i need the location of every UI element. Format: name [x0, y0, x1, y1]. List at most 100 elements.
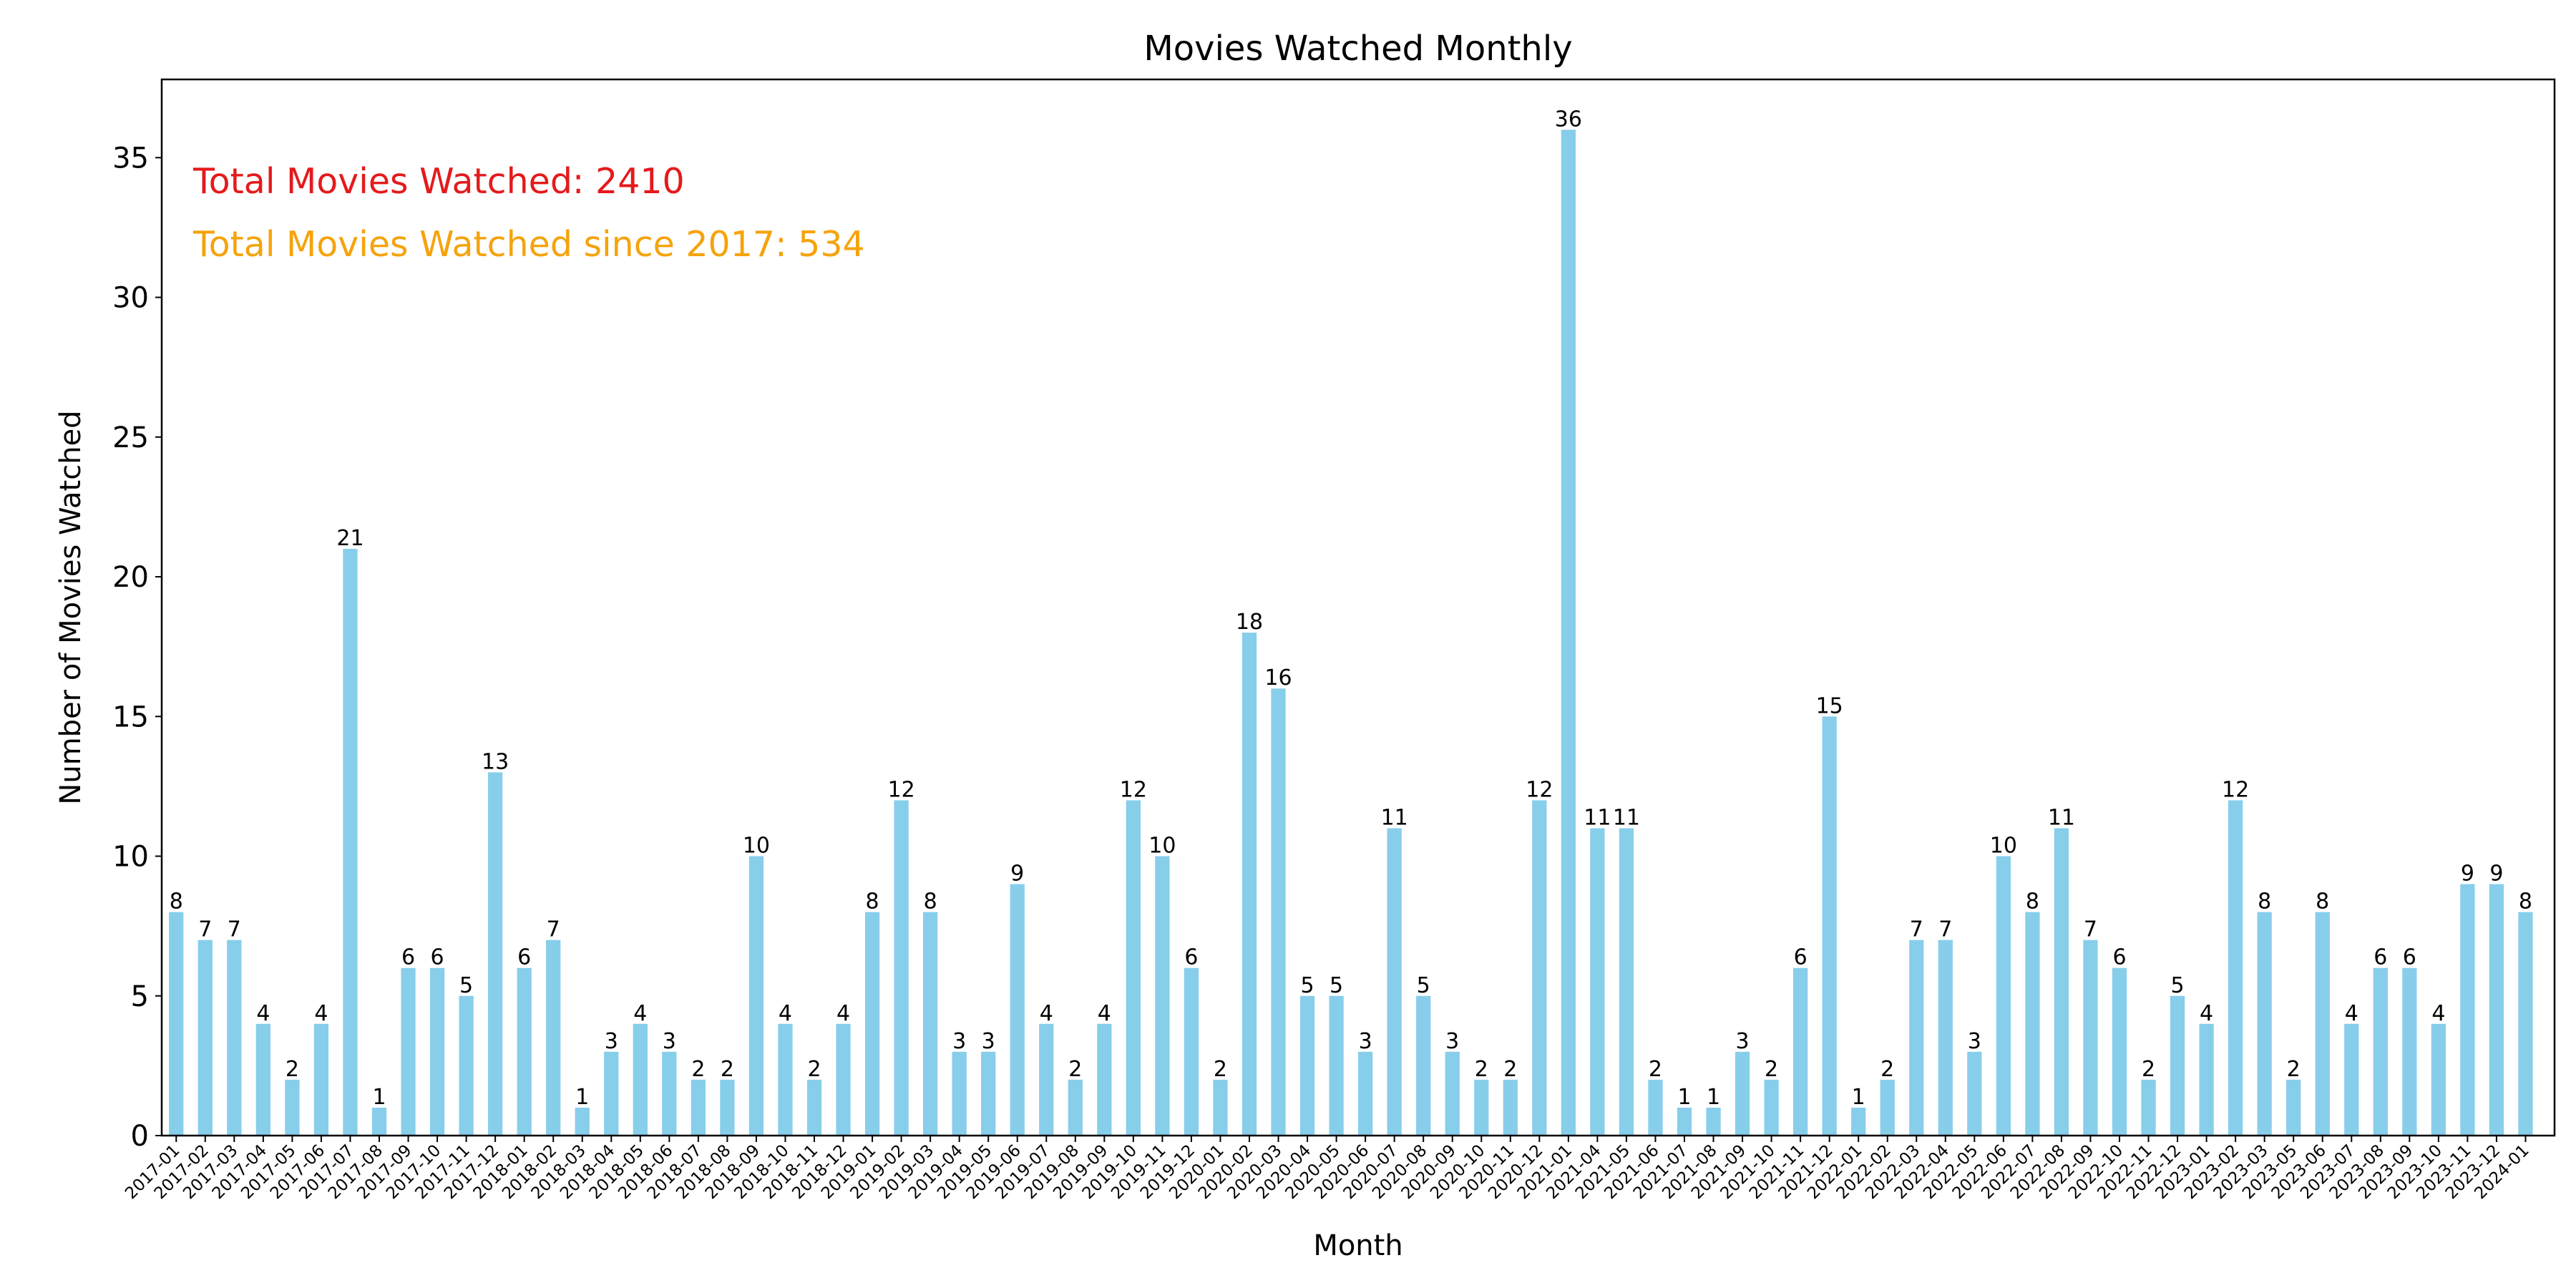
data-label-2022-02: 2: [1880, 1057, 1894, 1082]
data-label-2023-08: 6: [2373, 945, 2387, 970]
bar-2022-05: [1967, 1051, 1982, 1136]
y-tick-label-35: 35: [112, 142, 149, 175]
bar-2019-09: [1097, 1023, 1112, 1136]
bar-2021-11: [1793, 967, 1808, 1136]
bar-2017-09: [401, 967, 416, 1136]
plot-frame: [160, 78, 2556, 1137]
data-label-2023-03: 8: [2258, 889, 2271, 914]
data-label-2022-04: 7: [1938, 917, 1952, 942]
bar-2018-01: [517, 967, 532, 1136]
data-label-2021-12: 15: [1816, 693, 1843, 718]
data-label-2019-09: 4: [1098, 1001, 1111, 1026]
data-label-2020-10: 2: [1475, 1057, 1488, 1082]
bar-2021-06: [1648, 1079, 1663, 1136]
y-axis-label: Number of Movies Watched: [54, 410, 87, 804]
bar-2020-04: [1299, 995, 1315, 1136]
data-label-2021-08: 1: [1707, 1085, 1720, 1110]
bar-2017-01: [169, 912, 184, 1136]
data-label-2018-06: 3: [663, 1029, 676, 1054]
data-label-2021-04: 11: [1584, 805, 1611, 830]
bar-2022-07: [2025, 912, 2040, 1136]
y-axis: 0 5 10 15 20 25 30 35: [112, 142, 162, 1153]
data-label-2021-07: 1: [1677, 1085, 1691, 1110]
bar-2017-10: [429, 967, 445, 1136]
bar-2023-02: [2228, 800, 2243, 1136]
bar-2019-10: [1126, 800, 1141, 1136]
bar-2017-08: [371, 1107, 387, 1136]
y-tick-label-30: 30: [112, 282, 149, 315]
x-axis-label: Month: [1313, 1229, 1402, 1262]
data-label-2022-11: 2: [2142, 1057, 2155, 1082]
bar-2022-09: [2083, 940, 2098, 1136]
data-label-2019-12: 6: [1184, 945, 1198, 970]
data-label-2019-08: 2: [1068, 1057, 1082, 1082]
bar-2023-07: [2344, 1023, 2359, 1136]
bar-2017-11: [459, 995, 474, 1136]
data-label-2019-02: 12: [888, 777, 915, 802]
data-label-2020-04: 5: [1301, 973, 1314, 998]
data-label-2022-03: 7: [1910, 917, 1923, 942]
data-label-2018-01: 6: [517, 945, 531, 970]
data-label-2018-04: 3: [605, 1029, 618, 1054]
data-label-2018-10: 4: [779, 1001, 792, 1026]
bar-2019-07: [1039, 1023, 1054, 1136]
data-label-2020-03: 16: [1264, 665, 1292, 691]
data-label-2023-07: 4: [2345, 1001, 2358, 1026]
data-label-2023-06: 8: [2316, 889, 2329, 914]
data-label-2018-12: 4: [836, 1001, 850, 1026]
bar-2022-04: [1938, 940, 1953, 1136]
data-label-2018-03: 1: [575, 1085, 589, 1110]
data-label-2023-02: 12: [2222, 777, 2249, 802]
bar-2019-03: [923, 912, 938, 1136]
data-label-2022-06: 10: [1990, 834, 2017, 859]
data-label-2017-03: 7: [228, 917, 241, 942]
bar-2020-08: [1416, 995, 1431, 1136]
data-label-2018-05: 4: [633, 1001, 647, 1026]
data-label-2024-01: 8: [2519, 889, 2532, 914]
data-label-2020-02: 18: [1236, 610, 1263, 635]
annotation-total: Total Movies Watched: 2410: [192, 161, 685, 202]
bar-2024-01: [2518, 912, 2533, 1136]
data-label-2020-07: 11: [1381, 805, 1408, 830]
data-label-2019-01: 8: [866, 889, 879, 914]
data-label-2017-04: 4: [256, 1001, 270, 1026]
data-label-2023-09: 6: [2403, 945, 2416, 970]
data-label-2019-10: 12: [1120, 777, 1147, 802]
bar-2023-03: [2257, 912, 2272, 1136]
data-label-2021-09: 3: [1736, 1029, 1750, 1054]
bar-2022-01: [1851, 1107, 1866, 1136]
bar-2018-03: [575, 1107, 590, 1136]
bar-2018-07: [691, 1079, 706, 1136]
data-label-2021-11: 6: [1794, 945, 1807, 970]
bar-2019-11: [1155, 856, 1170, 1136]
bar-2019-06: [1010, 884, 1025, 1136]
bar-2022-02: [1880, 1079, 1895, 1136]
bar-2020-11: [1503, 1079, 1518, 1136]
data-label-2017-11: 5: [459, 973, 473, 998]
bar-2019-04: [952, 1051, 967, 1136]
data-label-2022-01: 1: [1852, 1085, 1865, 1110]
bar-2018-04: [604, 1051, 619, 1136]
bar-2019-08: [1068, 1079, 1083, 1136]
data-label-2020-05: 5: [1330, 973, 1343, 998]
bar-2020-06: [1358, 1051, 1373, 1136]
data-label-2018-02: 7: [547, 917, 560, 942]
bar-2017-12: [488, 772, 503, 1136]
data-label-2017-12: 13: [482, 749, 509, 774]
bar-2022-08: [2054, 828, 2069, 1136]
bar-2020-02: [1241, 633, 1257, 1136]
bar-2021-05: [1619, 828, 1634, 1136]
bar-2018-06: [662, 1051, 677, 1136]
data-label-2017-10: 6: [431, 945, 444, 970]
data-label-2017-06: 4: [314, 1001, 328, 1026]
bar-2019-01: [864, 912, 880, 1136]
bar-2018-12: [836, 1023, 851, 1136]
bar-2022-03: [1909, 940, 1924, 1136]
bar-2020-05: [1329, 995, 1344, 1136]
annotation-total-since-2017: Total Movies Watched since 2017: 534: [192, 224, 865, 265]
bar-2023-01: [2199, 1023, 2214, 1136]
bar-2021-01: [1561, 130, 1576, 1136]
bar-2023-08: [2373, 967, 2388, 1136]
